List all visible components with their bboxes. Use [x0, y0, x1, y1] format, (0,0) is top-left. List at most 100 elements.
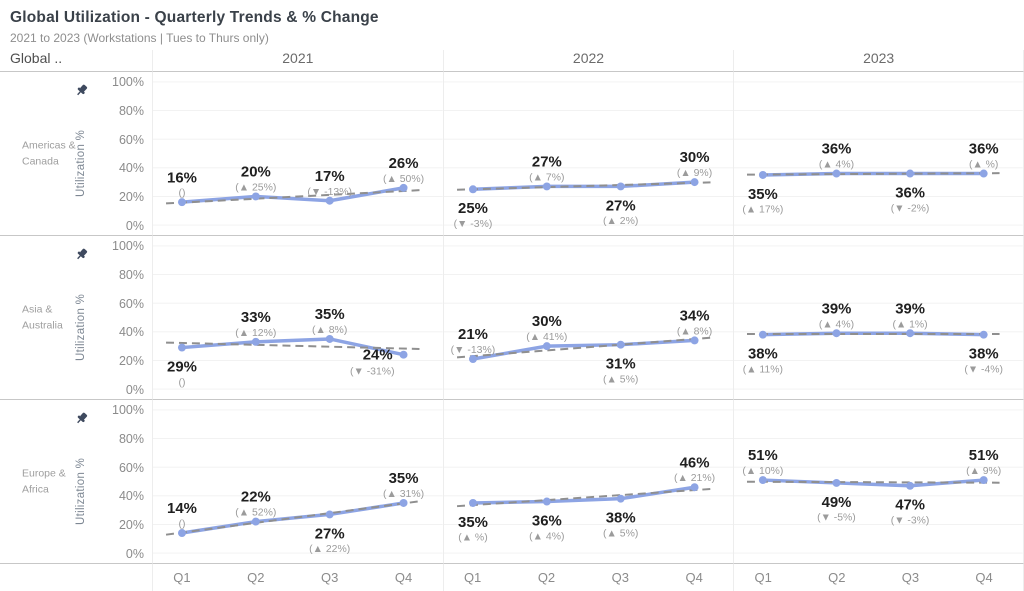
y-axis-title: Utilization %	[75, 293, 87, 362]
pane-svg-2021[interactable]: 14% () 22% (▲ 52%) 27% (▲ 22%) 35% (▲ 31%)	[153, 400, 443, 563]
data-point-marker[interactable]	[325, 334, 334, 343]
value-label: 36%	[532, 512, 562, 529]
data-point-marker[interactable]	[177, 529, 186, 537]
value-label: 38%	[969, 347, 999, 363]
change-label: (▼ -4%)	[965, 364, 1004, 375]
pane-svg-2021[interactable]: 29% () 33% (▲ 12%) 35% (▲ 8%) 24% (▼ -31%)	[153, 236, 443, 399]
y-tick-label: 80%	[118, 267, 144, 282]
y-tick-label: 80%	[118, 103, 144, 118]
data-point-marker[interactable]	[325, 196, 334, 205]
chart-pane[interactable]: 38% (▲ 11%) 39% (▲ 4%) 39% (▲ 1%) 38% (▼ -4%)	[733, 236, 1024, 400]
value-label: 27%	[532, 154, 562, 171]
data-point-marker[interactable]	[468, 498, 477, 507]
pane-svg-2023[interactable]: 35% (▲ 17%) 36% (▲ 4%) 36% (▼ -2%) 36% (▲ %)	[734, 72, 1023, 235]
pin-icon[interactable]	[75, 84, 88, 97]
change-label: (▲ 8%)	[677, 326, 712, 337]
value-label: 27%	[315, 526, 345, 542]
chart-pane[interactable]: 51% (▲ 10%) 49% (▼ -5%) 47% (▼ -3%) 51% (▲ 9%)	[733, 400, 1024, 564]
data-point-marker[interactable]	[616, 182, 625, 191]
row-header-europe-africa: Europe & Africa Utilization % 100% 80% 60% 40…	[0, 400, 152, 564]
data-point-marker[interactable]	[177, 343, 186, 352]
value-label: 33%	[241, 310, 271, 326]
data-point-marker[interactable]	[980, 476, 988, 485]
data-point-marker[interactable]	[399, 350, 408, 359]
data-point-marker[interactable]	[616, 340, 625, 349]
x-axis-2023: Q1 Q2 Q3 Q4	[733, 564, 1024, 591]
data-point-marker[interactable]	[251, 517, 260, 526]
series-line	[761, 478, 986, 488]
value-label: 25%	[458, 200, 488, 217]
data-point-marker[interactable]	[616, 494, 625, 503]
column-header-2023: 2023	[733, 50, 1024, 72]
data-point-marker[interactable]	[759, 170, 768, 179]
pin-icon[interactable]	[75, 248, 88, 261]
series-line	[180, 186, 406, 204]
data-point-marker[interactable]	[906, 481, 915, 490]
data-point-marker[interactable]	[906, 169, 915, 178]
value-label: 49%	[822, 495, 852, 511]
data-point-marker[interactable]	[542, 497, 551, 506]
data-point-marker[interactable]	[177, 198, 186, 207]
change-label: (▲ 1%)	[893, 319, 928, 330]
pane-svg-2022[interactable]: 25%(▼ -3%)27%(▲ 7%)27%(▲ 2%)30%(▲ 9%)	[443, 72, 734, 235]
y-tick-label: 0%	[125, 219, 144, 233]
series-line	[761, 171, 986, 177]
change-label: (▲ 10%)	[743, 466, 784, 477]
chart-pane[interactable]: 25% (▼ -3%) 27% (▲ 7%) 27% (▲ 2%) 30% (▲ 9%)	[442, 72, 734, 236]
chart-pane[interactable]: 35% (▲ 17%) 36% (▲ 4%) 36% (▼ -2%) 36% (▲ %)	[733, 72, 1024, 236]
region-label: Asia & Australia	[22, 303, 63, 332]
value-label: 24%	[363, 348, 393, 364]
chart-pane[interactable]: 35% (▲ %) 36% (▲ 4%) 38% (▲ 5%) 46% (▲ 21%)	[442, 400, 734, 564]
pane-svg-2023[interactable]: 38%(▲ 11%)39%(▲ 4%)39%(▲ 1%)38%(▼ -4%)	[734, 236, 1023, 399]
data-point-marker[interactable]	[399, 498, 408, 507]
y-tick-label: 80%	[118, 431, 144, 446]
data-point-marker[interactable]	[251, 337, 260, 346]
pin-icon[interactable]	[75, 412, 88, 425]
pane-svg-2022[interactable]: 21% (▼ -13%) 30% (▲ 41%) 31%(▲ 5%) 34%(▲ 8%)	[443, 236, 734, 399]
x-tick-label: Q3	[611, 570, 630, 585]
data-point-marker[interactable]	[690, 336, 699, 345]
change-label: (▲ 8%)	[312, 325, 347, 336]
chart-pane[interactable]: 14% () 22% (▲ 52%) 27% (▲ 22%) 35% (▲ 31%)	[152, 400, 443, 564]
y-tick-label: 60%	[118, 132, 144, 147]
data-point-marker[interactable]	[690, 483, 699, 492]
x-axis-2022: Q1 Q2 Q3 Q4	[442, 564, 734, 591]
value-label: 14%	[167, 501, 197, 517]
data-point-marker[interactable]	[251, 192, 260, 201]
y-axis-ticks: 100% 80% 60% 40% 20% 0%	[100, 236, 144, 399]
data-point-marker[interactable]	[832, 169, 841, 178]
change-label: (▼ -13%)	[450, 345, 495, 356]
data-point-marker[interactable]	[759, 330, 768, 339]
data-point-marker[interactable]	[690, 178, 699, 187]
value-label: 51%	[748, 448, 778, 464]
data-point-marker[interactable]	[399, 183, 408, 192]
data-point-marker[interactable]	[980, 330, 988, 339]
data-point-marker[interactable]	[980, 169, 988, 178]
y-axis-label-group: Utilization %	[71, 412, 91, 555]
change-label: (▼ -3%)	[453, 219, 492, 230]
chart-pane[interactable]: 29% () 33% (▲ 12%) 35% (▲ 8%) 24% (▼ -31%)	[152, 236, 443, 400]
data-point-marker[interactable]	[832, 329, 841, 338]
data-point-marker[interactable]	[759, 476, 768, 485]
value-label: 29%	[167, 359, 197, 375]
change-label: (▲ 52%)	[235, 508, 276, 519]
trend-line	[456, 336, 711, 359]
pane-svg-2021[interactable]: 16% () 20%(▲ 25%) 17% (▼ -13%) 26% (▲ 50%)	[153, 72, 443, 235]
data-point-marker[interactable]	[542, 342, 551, 351]
y-axis-title: Utilization %	[75, 129, 87, 198]
data-point-marker[interactable]	[468, 185, 477, 194]
pane-svg-2023[interactable]: 51% (▲ 10%) 49% (▼ -5%) 47% (▼ -3%) 51% (▲ 9%)	[734, 400, 1023, 563]
data-point-marker[interactable]	[542, 182, 551, 191]
data-point-marker[interactable]	[325, 510, 334, 519]
data-point-marker[interactable]	[468, 355, 477, 363]
chart-pane[interactable]: 21% (▼ -13%) 30% (▲ 41%) 31% (▲ 5%) 34% (▲ 8%)	[442, 236, 734, 400]
value-label: 36%	[969, 142, 999, 158]
pane-svg-2022[interactable]: 35% (▲ %) 36% (▲ 4%) 38%(▲ 5%) 46% (▲ 21%)	[443, 400, 734, 563]
value-label: 20%	[241, 165, 271, 181]
value-label: 36%	[896, 185, 926, 201]
y-tick-label: 40%	[118, 325, 144, 340]
data-point-marker[interactable]	[906, 329, 915, 338]
data-point-marker[interactable]	[832, 478, 841, 487]
change-label: (▲ 4%)	[529, 531, 564, 542]
chart-pane[interactable]: 16% () 20% (▲ 25%) 17% (▼ -13%) 26% (▲ 50%)	[152, 72, 443, 236]
